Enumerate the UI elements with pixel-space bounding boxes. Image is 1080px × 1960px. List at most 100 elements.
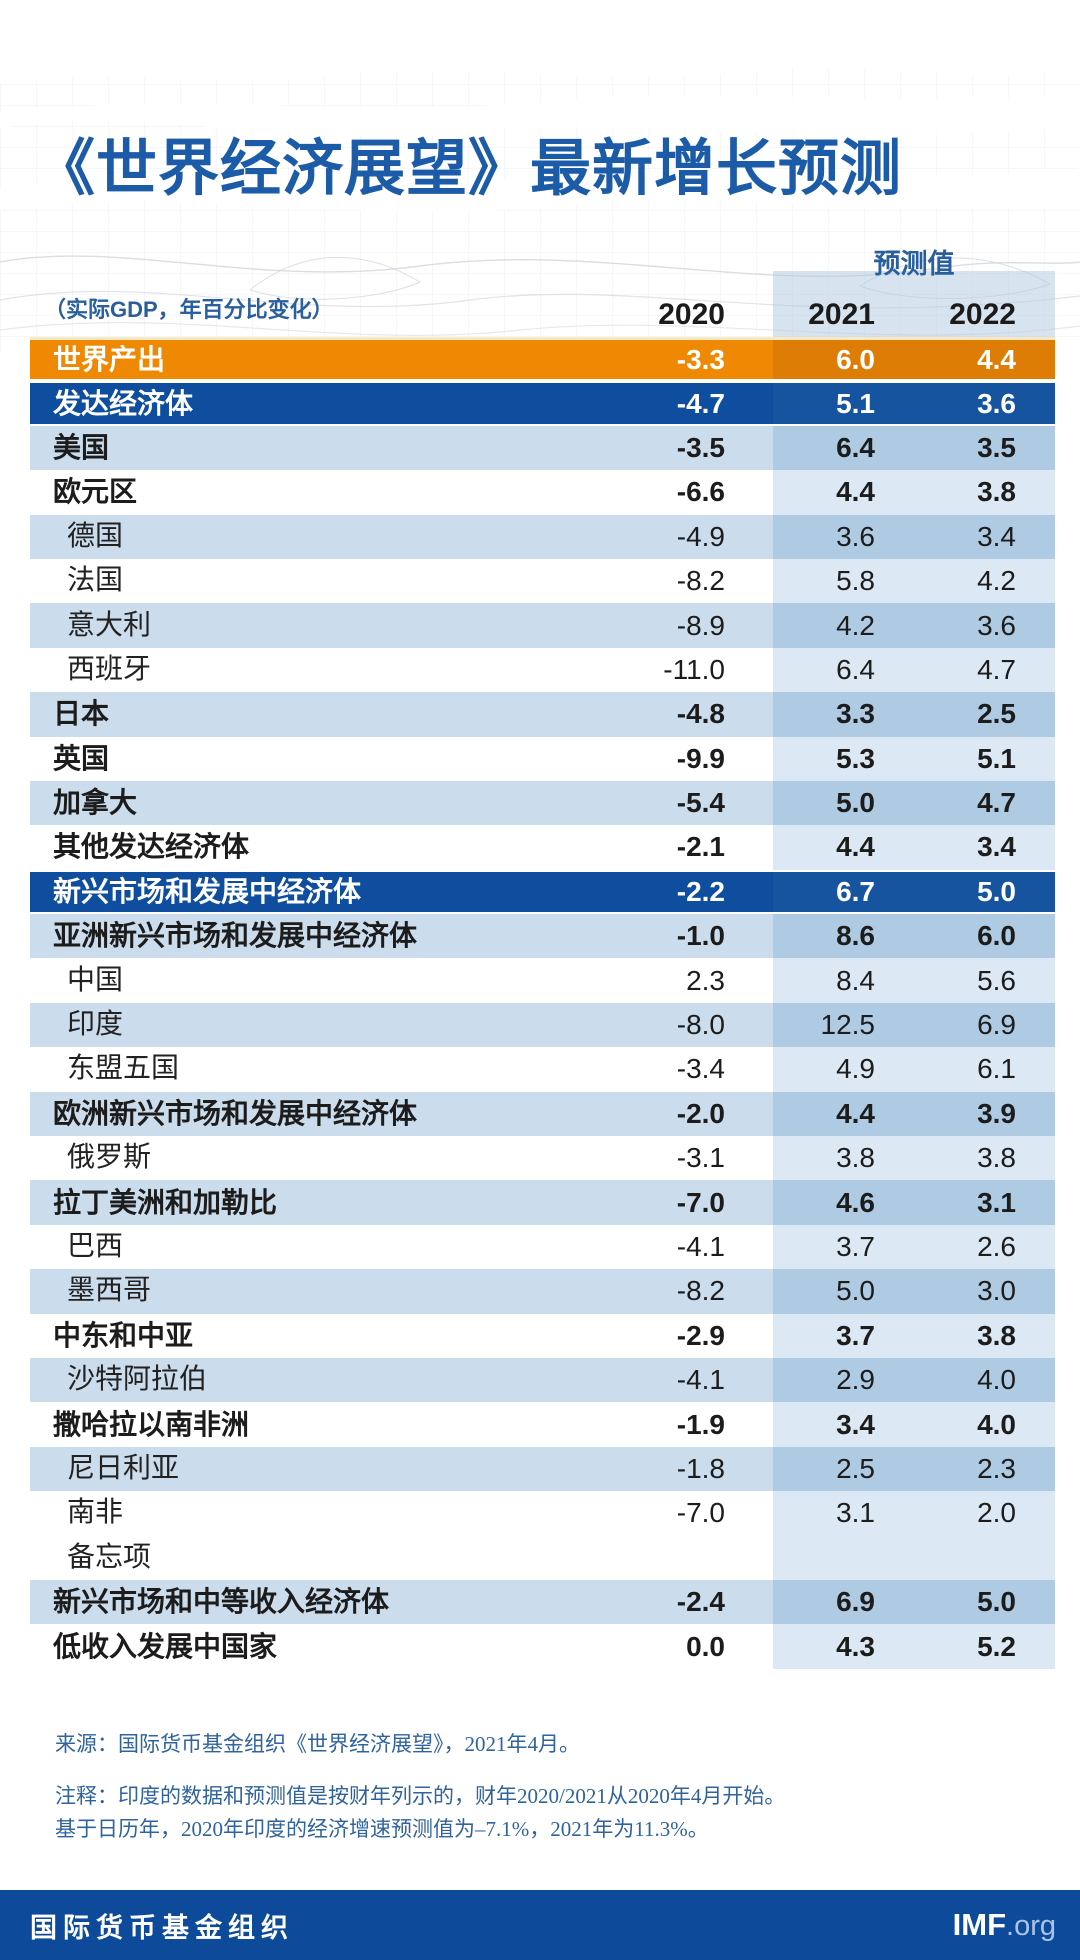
- value-2022: 6.0: [914, 914, 1055, 959]
- value-2021: 8.6: [773, 914, 914, 959]
- row-label: 东盟五国: [67, 1053, 180, 1085]
- table-row: 英国 -9.9 5.3 5.1: [30, 736, 1055, 781]
- value-2022: 3.8: [914, 470, 1055, 515]
- table-row: 东盟五国 -3.4 4.9 6.1: [30, 1047, 1055, 1092]
- value-2020: -8.0: [676, 1009, 725, 1041]
- table-row: 发达经济体 -4.7 5.1 3.6: [30, 381, 1055, 426]
- value-2020: -4.1: [676, 1231, 725, 1262]
- source-line: 来源：国际货币基金组织《世界经济展望》，2021年4月。: [55, 1732, 580, 1756]
- value-2021: 12.5: [773, 1002, 914, 1048]
- value-2022: [914, 1535, 1055, 1580]
- table-row: 新兴市场和发展中经济体 -2.2 6.7 5.0: [30, 869, 1055, 915]
- value-2022: 4.0: [914, 1402, 1055, 1447]
- row-label: 俄罗斯: [67, 1142, 152, 1174]
- value-2020: -1.9: [676, 1408, 725, 1440]
- value-2021: 4.2: [773, 603, 914, 648]
- row-label: 世界产出: [53, 343, 166, 375]
- table-row: 中国 2.3 8.4 5.6: [30, 958, 1055, 1003]
- value-2021: 3.4: [773, 1402, 914, 1447]
- value-2021: 3.1: [773, 1491, 914, 1536]
- background-mesh-decoration: [0, 0, 1080, 352]
- value-2020: -1.8: [676, 1452, 725, 1484]
- row-label: 尼日利亚: [67, 1452, 180, 1484]
- table-body: 世界产出 -3.3 6.0 4.4 发达经济体 -4.7 5.1 3.6 美国 …: [30, 337, 1055, 1669]
- footer-org-name: 国际货币基金组织: [30, 1912, 294, 1943]
- row-label: 沙特阿拉伯: [67, 1364, 208, 1396]
- table-row: 美国 -3.5 6.4 3.5: [30, 425, 1055, 471]
- row-label: 其他发达经济体: [53, 831, 250, 863]
- value-2020: -4.7: [676, 387, 725, 419]
- note-block: 注释：印度的数据和预测值是按财年列示的，财年2020/2021从2020年4月开…: [55, 1780, 785, 1846]
- value-2022: 6.9: [914, 1002, 1055, 1048]
- value-2021: 3.3: [773, 692, 914, 737]
- value-2021: 6.0: [773, 340, 914, 380]
- table-row: 德国 -4.9 3.6 3.4: [30, 514, 1055, 559]
- value-2020: -9.9: [676, 742, 725, 774]
- value-2022: 5.6: [914, 958, 1055, 1003]
- row-label: 备忘项: [67, 1541, 152, 1573]
- forecast-label: 预测值: [873, 249, 955, 279]
- value-2022: 5.1: [914, 736, 1055, 781]
- value-2020: -7.0: [676, 1186, 725, 1218]
- value-2022: 2.5: [914, 692, 1055, 737]
- row-label: 印度: [67, 1009, 124, 1041]
- value-2020: -8.9: [676, 609, 725, 641]
- table-row: 加拿大 -5.4 5.0 4.7: [30, 780, 1055, 826]
- table-row: 低收入发展中国家 0.0 4.3 5.2: [30, 1624, 1055, 1669]
- value-2020: -7.0: [676, 1497, 725, 1529]
- value-2021: 8.4: [773, 958, 914, 1003]
- value-2022: 5.0: [914, 1579, 1055, 1625]
- row-label: 墨西哥: [67, 1275, 152, 1307]
- value-2020: -3.4: [676, 1053, 725, 1085]
- footer-imf-org-logo: IMF.org: [953, 1907, 1056, 1943]
- year-header-row: 2020 2021 2022: [30, 284, 1055, 337]
- row-label: 发达经济体: [53, 387, 194, 419]
- note-line-1: 注释：印度的数据和预测值是按财年列示的，财年2020/2021从2020年4月开…: [55, 1784, 786, 1808]
- value-2021: 6.4: [773, 647, 914, 693]
- value-2022: 2.3: [914, 1446, 1055, 1492]
- value-2021: 5.0: [773, 780, 914, 826]
- row-label: 新兴市场和中等收入经济体: [53, 1586, 390, 1618]
- value-2021: 5.1: [773, 383, 914, 424]
- value-2021: 5.8: [773, 558, 914, 604]
- row-label: 亚洲新兴市场和发展中经济体: [53, 920, 418, 952]
- year-header-2020: 2020: [658, 298, 725, 331]
- row-label: 西班牙: [67, 653, 152, 685]
- table-row: 欧元区 -6.6 4.4 3.8: [30, 470, 1055, 515]
- value-2021: 3.7: [773, 1313, 914, 1358]
- value-2022: 4.4: [914, 340, 1055, 380]
- value-2021: [773, 1535, 914, 1580]
- page-title: 《世界经济展望》最新增长预测: [34, 134, 903, 202]
- value-2020: 2.3: [686, 964, 725, 996]
- value-2022: 3.0: [914, 1269, 1055, 1314]
- value-2021: 6.9: [773, 1579, 914, 1625]
- value-2021: 5.0: [773, 1269, 914, 1314]
- forecast-columns-highlight-band: [773, 271, 1055, 337]
- table-row: 欧洲新兴市场和发展中经济体 -2.0 4.4 3.9: [30, 1091, 1055, 1137]
- table-row: 备忘项: [30, 1535, 1055, 1580]
- row-label: 法国: [67, 565, 124, 597]
- value-2021: 2.5: [773, 1446, 914, 1492]
- value-2022: 3.8: [914, 1136, 1055, 1181]
- table-row: 撒哈拉以南非洲 -1.9 3.4 4.0: [30, 1402, 1055, 1447]
- year-header-2021: 2021: [808, 298, 875, 331]
- value-2021: 4.4: [773, 825, 914, 870]
- value-2020: -8.2: [676, 565, 725, 597]
- table-row: 亚洲新兴市场和发展中经济体 -1.0 8.6 6.0: [30, 914, 1055, 959]
- value-2022: 3.1: [914, 1180, 1055, 1225]
- footer-imf-bold: IMF: [952, 1907, 1007, 1942]
- table-row: 拉丁美洲和加勒比 -7.0 4.6 3.1: [30, 1180, 1055, 1225]
- row-label: 中东和中亚: [53, 1319, 194, 1351]
- row-label: 低收入发展中国家: [53, 1630, 278, 1662]
- value-2022: 3.9: [914, 1091, 1055, 1137]
- table-row: 新兴市场和中等收入经济体 -2.4 6.9 5.0: [30, 1579, 1055, 1625]
- table-row: 意大利 -8.9 4.2 3.6: [30, 603, 1055, 648]
- value-2022: 2.6: [914, 1224, 1055, 1270]
- row-label: 意大利: [67, 609, 152, 641]
- row-label: 加拿大: [53, 787, 138, 819]
- value-2020: -4.8: [676, 698, 725, 730]
- value-2020: -2.2: [676, 875, 725, 907]
- value-2021: 4.6: [773, 1180, 914, 1225]
- value-2020: -2.4: [676, 1586, 725, 1618]
- value-2021: 4.3: [773, 1624, 914, 1669]
